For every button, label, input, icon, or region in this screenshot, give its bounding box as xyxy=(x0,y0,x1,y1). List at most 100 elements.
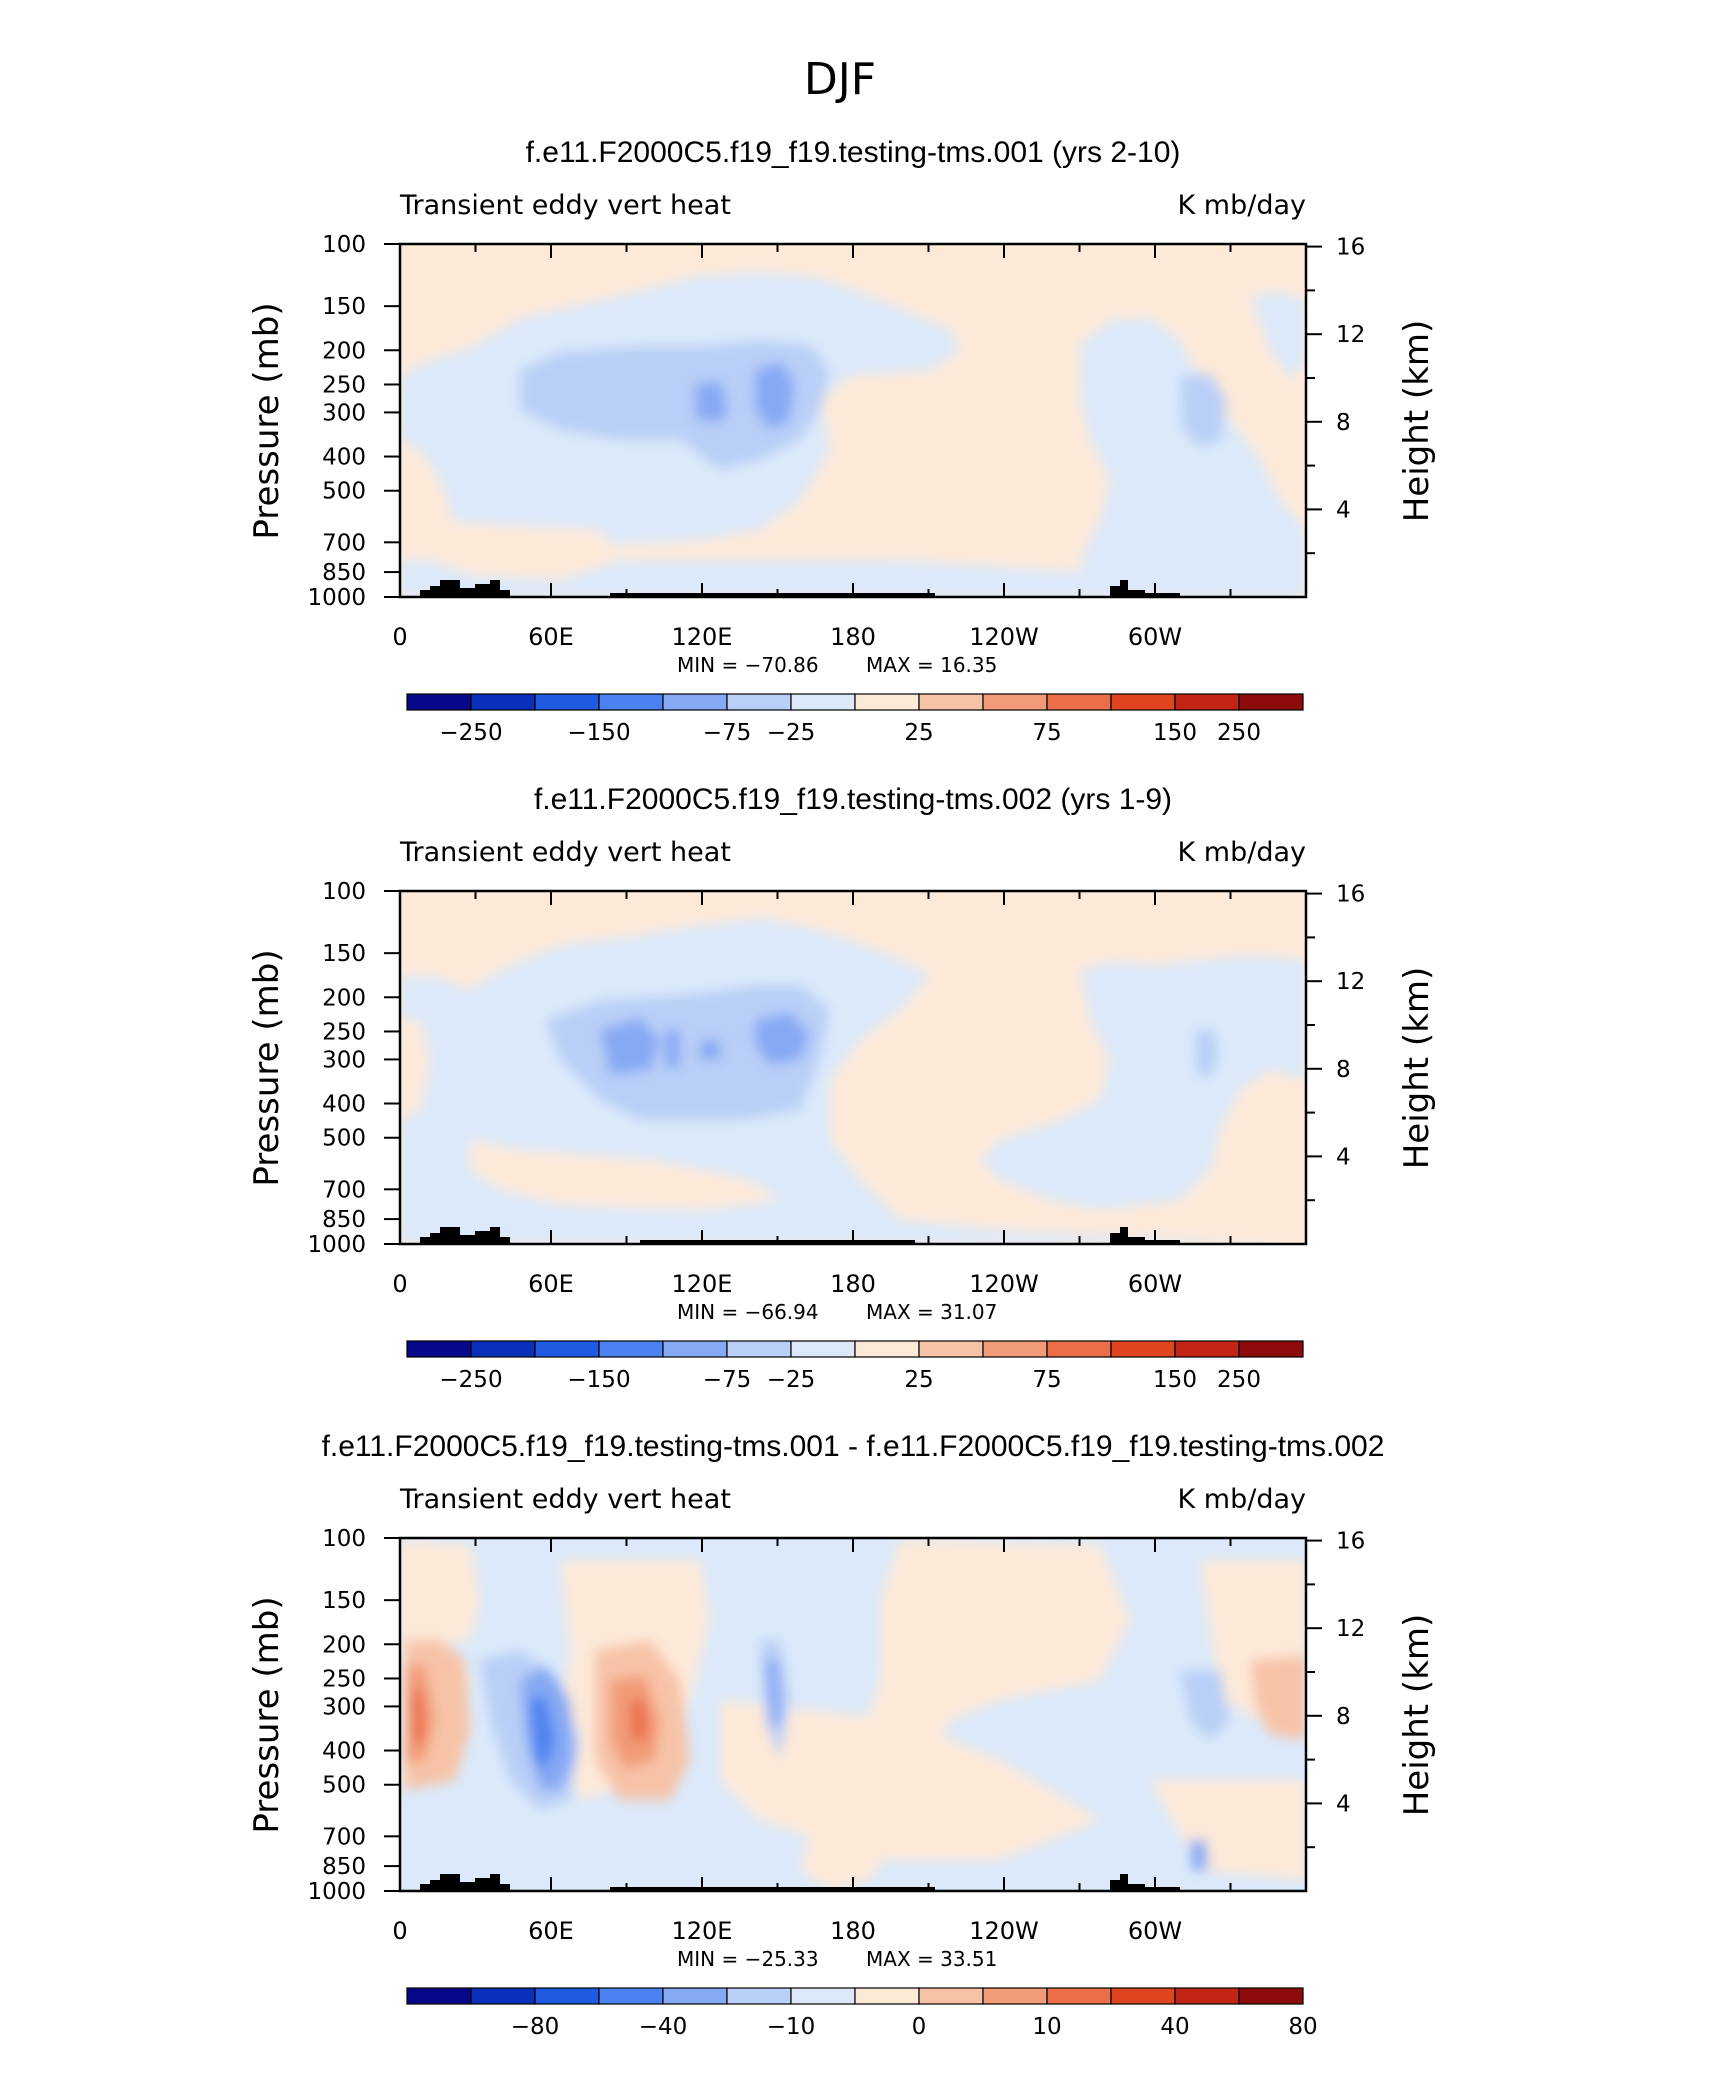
x-tick-label: 60E xyxy=(528,1270,574,1298)
figure-title: DJF xyxy=(804,54,876,105)
y-axis-label-pressure: Pressure (mb) xyxy=(247,949,287,1186)
colorbar-swatch xyxy=(406,693,472,711)
colorbar-label: 40 xyxy=(1160,2014,1189,2040)
y-tick-label: 300 xyxy=(322,1694,366,1720)
colorbar-swatch xyxy=(726,1340,792,1358)
panel-1: f.e11.F2000C5.f19_f19.testing-tms.001 (y… xyxy=(247,136,1437,746)
colorbar-swatch xyxy=(1110,1340,1176,1358)
min-label: MIN = −70.86 xyxy=(677,653,819,677)
x-tick-label: 120W xyxy=(969,1917,1039,1945)
colorbar-label: −75 xyxy=(703,1367,752,1393)
colorbar-label: 150 xyxy=(1153,1367,1197,1393)
colorbar-label: −40 xyxy=(639,2014,688,2040)
colorbar-swatch xyxy=(662,693,728,711)
colorbar-label: −250 xyxy=(439,1367,502,1393)
y-tick-label: 500 xyxy=(322,1126,366,1152)
colorbar-label: 10 xyxy=(1032,2014,1061,2040)
y-axis-label-height: Height (km) xyxy=(1397,1614,1437,1817)
height-tick-label: 8 xyxy=(1336,1057,1351,1083)
colorbar-swatch xyxy=(534,1340,600,1358)
colorbar-swatch xyxy=(1174,1340,1240,1358)
colorbar-swatch xyxy=(918,1340,984,1358)
height-tick-label: 12 xyxy=(1336,969,1365,995)
x-tick-label: 120E xyxy=(672,1917,733,1945)
colorbar-label: −25 xyxy=(767,720,816,746)
height-tick-label: 8 xyxy=(1336,1704,1351,1730)
colorbar-swatch xyxy=(918,693,984,711)
x-tick-label: 180 xyxy=(830,623,876,651)
colorbar-swatch xyxy=(406,1340,472,1358)
y-tick-label: 1000 xyxy=(307,1879,366,1905)
height-tick-label: 16 xyxy=(1336,882,1365,908)
y-tick-label: 850 xyxy=(322,1207,366,1233)
height-tick-label: 4 xyxy=(1336,497,1351,523)
contour-field xyxy=(400,244,1306,597)
colorbar-swatch xyxy=(1174,693,1240,711)
y-axis-label-height: Height (km) xyxy=(1397,967,1437,1170)
colorbar-swatch xyxy=(790,693,856,711)
colorbar-label: −25 xyxy=(767,1367,816,1393)
units-label: K mb/day xyxy=(1178,1484,1307,1515)
x-tick-label: 120W xyxy=(969,623,1039,651)
colorbar-label: 75 xyxy=(1032,720,1061,746)
y-tick-label: 100 xyxy=(322,232,366,258)
height-tick-label: 12 xyxy=(1336,1616,1365,1642)
colorbar-label: 25 xyxy=(904,1367,933,1393)
y-tick-label: 1000 xyxy=(307,1232,366,1258)
colorbar-swatch xyxy=(854,693,920,711)
colorbar-swatch xyxy=(790,1987,856,2005)
y-axis-label-pressure: Pressure (mb) xyxy=(247,1596,287,1833)
x-tick-label: 180 xyxy=(830,1917,876,1945)
x-tick-label: 120W xyxy=(969,1270,1039,1298)
y-tick-label: 150 xyxy=(322,294,366,320)
y-tick-label: 500 xyxy=(322,1773,366,1799)
colorbar-label: −150 xyxy=(567,720,630,746)
contour-field xyxy=(400,1538,1306,1891)
contour-field xyxy=(400,891,1306,1244)
y-axis-label-height: Height (km) xyxy=(1397,320,1437,523)
colorbar-swatch xyxy=(1110,693,1176,711)
colorbar-swatch xyxy=(854,1340,920,1358)
colorbar-swatch xyxy=(1046,693,1112,711)
y-tick-label: 250 xyxy=(322,1019,366,1045)
colorbar-swatch xyxy=(918,1987,984,2005)
colorbar-swatch xyxy=(1110,1987,1176,2005)
panel-2: f.e11.F2000C5.f19_f19.testing-tms.002 (y… xyxy=(247,783,1437,1393)
y-tick-label: 400 xyxy=(322,1739,366,1765)
y-tick-label: 400 xyxy=(322,445,366,471)
colorbar-swatch xyxy=(470,693,536,711)
height-tick-label: 8 xyxy=(1336,410,1351,436)
colorbar-swatch xyxy=(470,1340,536,1358)
units-label: K mb/day xyxy=(1178,837,1307,868)
colorbar-swatch xyxy=(726,693,792,711)
colorbar-label: −150 xyxy=(567,1367,630,1393)
colorbar-label: −250 xyxy=(439,720,502,746)
y-tick-label: 150 xyxy=(322,941,366,967)
colorbar-label: 250 xyxy=(1217,1367,1261,1393)
x-tick-label: 180 xyxy=(830,1270,876,1298)
max-label: MAX = 31.07 xyxy=(866,1300,997,1324)
x-tick-label: 0 xyxy=(392,1270,407,1298)
x-tick-label: 60W xyxy=(1128,1917,1182,1945)
max-label: MAX = 16.35 xyxy=(866,653,997,677)
height-tick-label: 4 xyxy=(1336,1144,1351,1170)
colorbar-label: −80 xyxy=(511,2014,560,2040)
colorbar-swatch xyxy=(534,1987,600,2005)
colorbar-swatch xyxy=(790,1340,856,1358)
colorbar-swatch xyxy=(1046,1340,1112,1358)
x-tick-label: 120E xyxy=(672,623,733,651)
y-tick-label: 250 xyxy=(322,372,366,398)
variable-label: Transient eddy vert heat xyxy=(399,190,731,221)
variable-label: Transient eddy vert heat xyxy=(399,1484,731,1515)
y-tick-label: 1000 xyxy=(307,585,366,611)
colorbar-swatch xyxy=(1238,693,1304,711)
x-tick-label: 60W xyxy=(1128,623,1182,651)
panel-title: f.e11.F2000C5.f19_f19.testing-tms.002 (y… xyxy=(534,783,1172,816)
min-label: MIN = −25.33 xyxy=(677,1947,819,1971)
colorbar-swatch xyxy=(726,1987,792,2005)
height-tick-label: 12 xyxy=(1336,322,1365,348)
colorbar-label: 250 xyxy=(1217,720,1261,746)
colorbar-swatch xyxy=(406,1987,472,2005)
y-axis-label-pressure: Pressure (mb) xyxy=(247,302,287,539)
